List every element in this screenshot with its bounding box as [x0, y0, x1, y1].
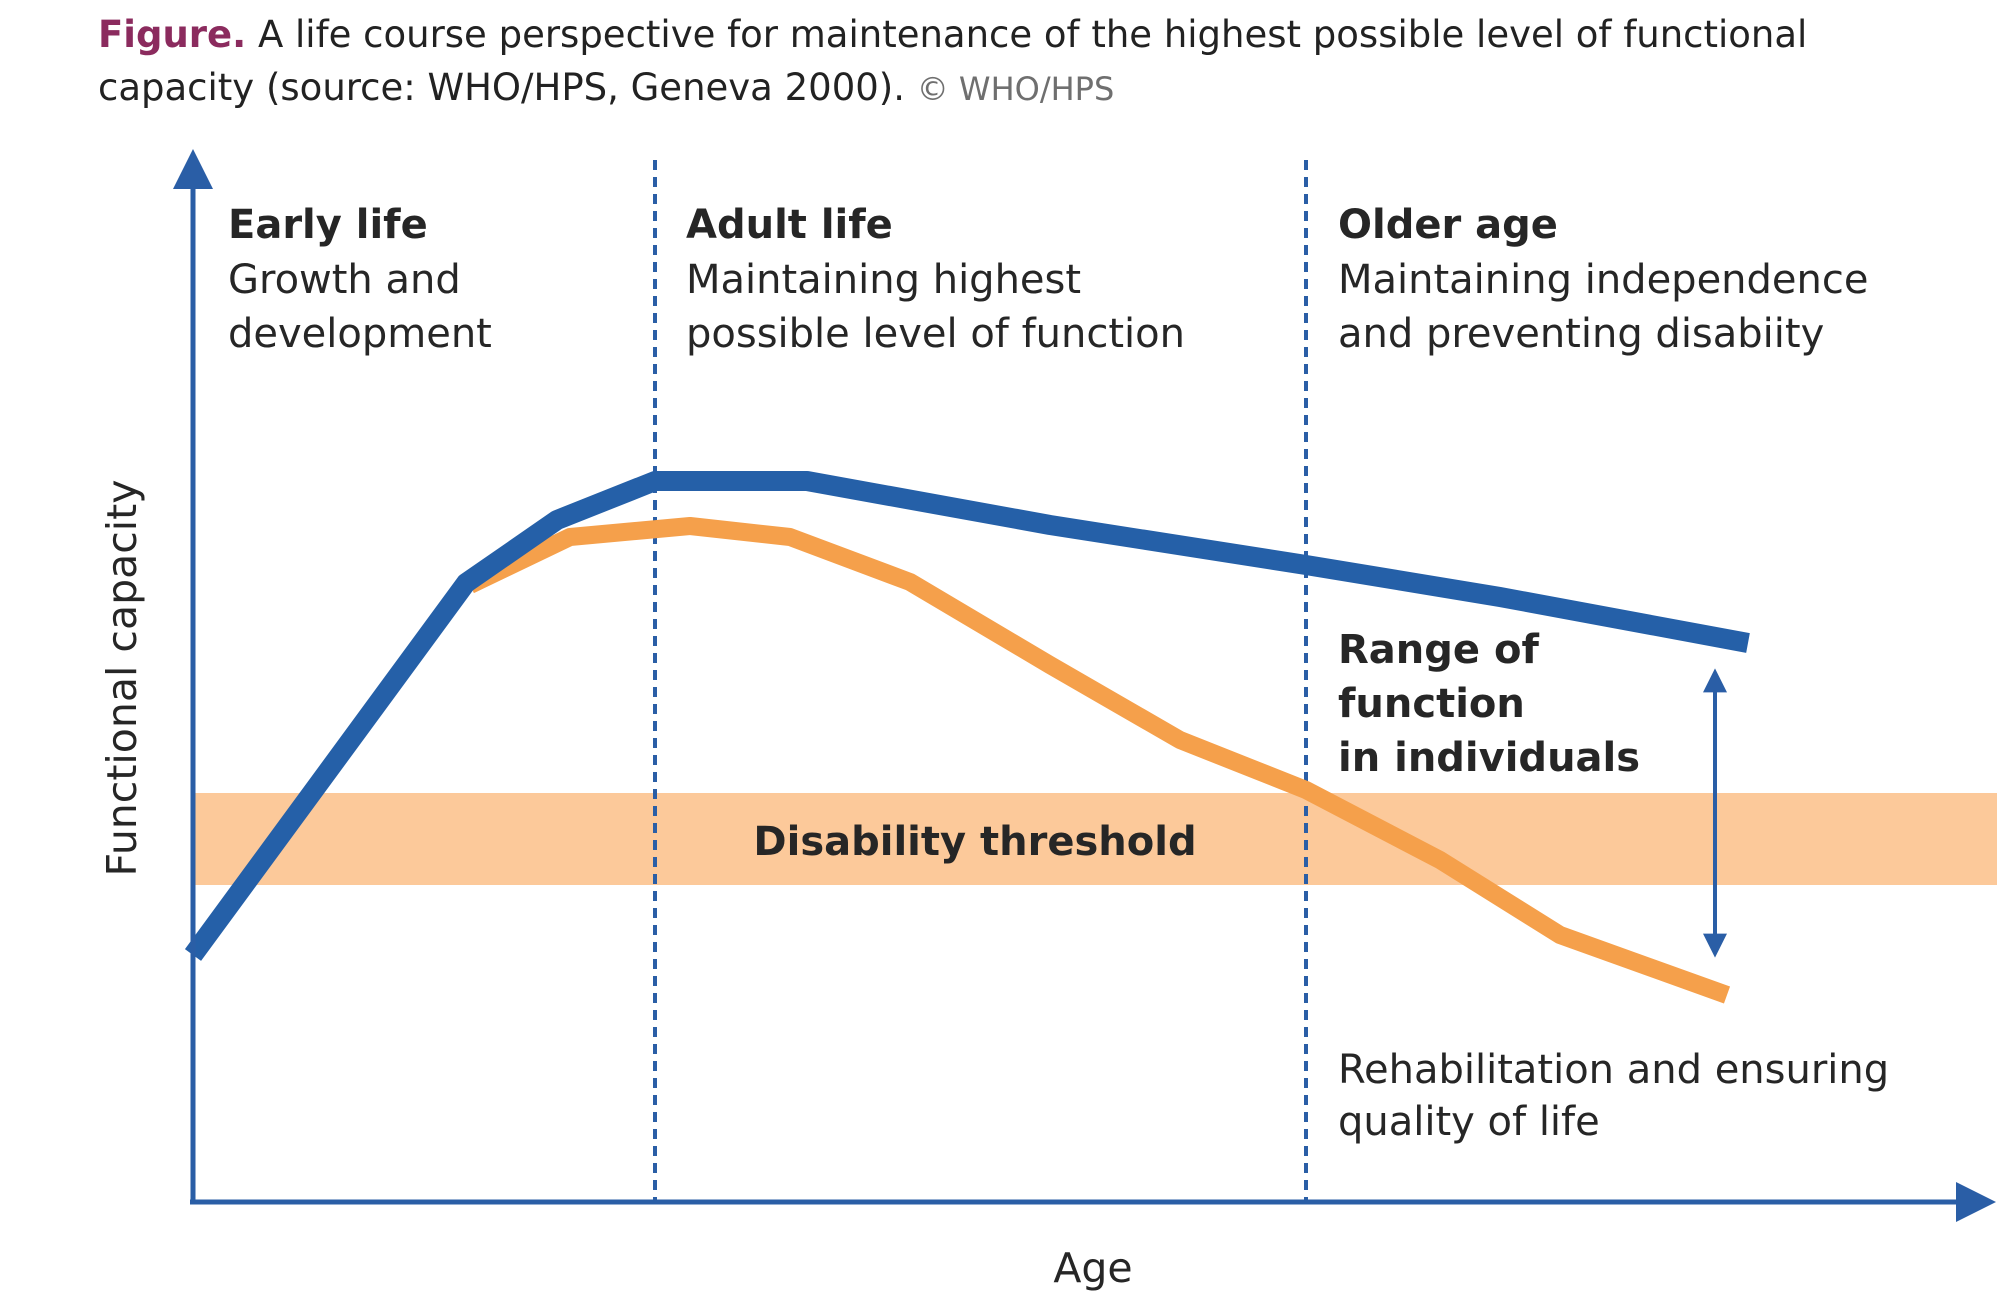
stage-older-age-line-1: Maintaining independence: [1338, 257, 1869, 303]
low-function-curve: [466, 517, 1731, 1004]
stage-early-life-line-1: Growth and: [228, 257, 461, 303]
high-function-curve: [184, 471, 1750, 961]
disability-threshold-label: Disability threshold: [753, 819, 1196, 865]
stage-older-age-title: Older age: [1338, 202, 1558, 248]
caption-text: A life course perspective for maintenanc…: [98, 13, 1808, 109]
range-label-line-3: in individuals: [1338, 735, 1640, 781]
stage-older-age-line-2: and preventing disabiity: [1338, 311, 1824, 357]
range-label-line-2: function: [1338, 681, 1525, 727]
stage-adult-life-line-1: Maintaining highest: [686, 257, 1081, 303]
y-axis-label: Functional capacity: [98, 479, 146, 876]
stage-adult-life-line-2: possible level of function: [686, 311, 1185, 357]
figure-caption: Figure. A life course perspective for ma…: [98, 8, 1918, 116]
caption-credit: © WHO/HPS: [916, 70, 1115, 108]
caption-lead: Figure.: [98, 13, 247, 56]
stage-early-life-line-2: development: [228, 311, 492, 357]
range-label-line-1: Range of: [1338, 627, 1539, 673]
stage-adult-life-title: Adult life: [686, 202, 893, 248]
rehab-label-line-1: Rehabilitation and ensuring: [1338, 1047, 1889, 1093]
rehab-label-line-2: quality of life: [1338, 1099, 1600, 1145]
stage-early-life-title: Early life: [228, 202, 428, 248]
disability-threshold-band: [193, 793, 1997, 885]
x-axis-label: Age: [1053, 1244, 1132, 1292]
